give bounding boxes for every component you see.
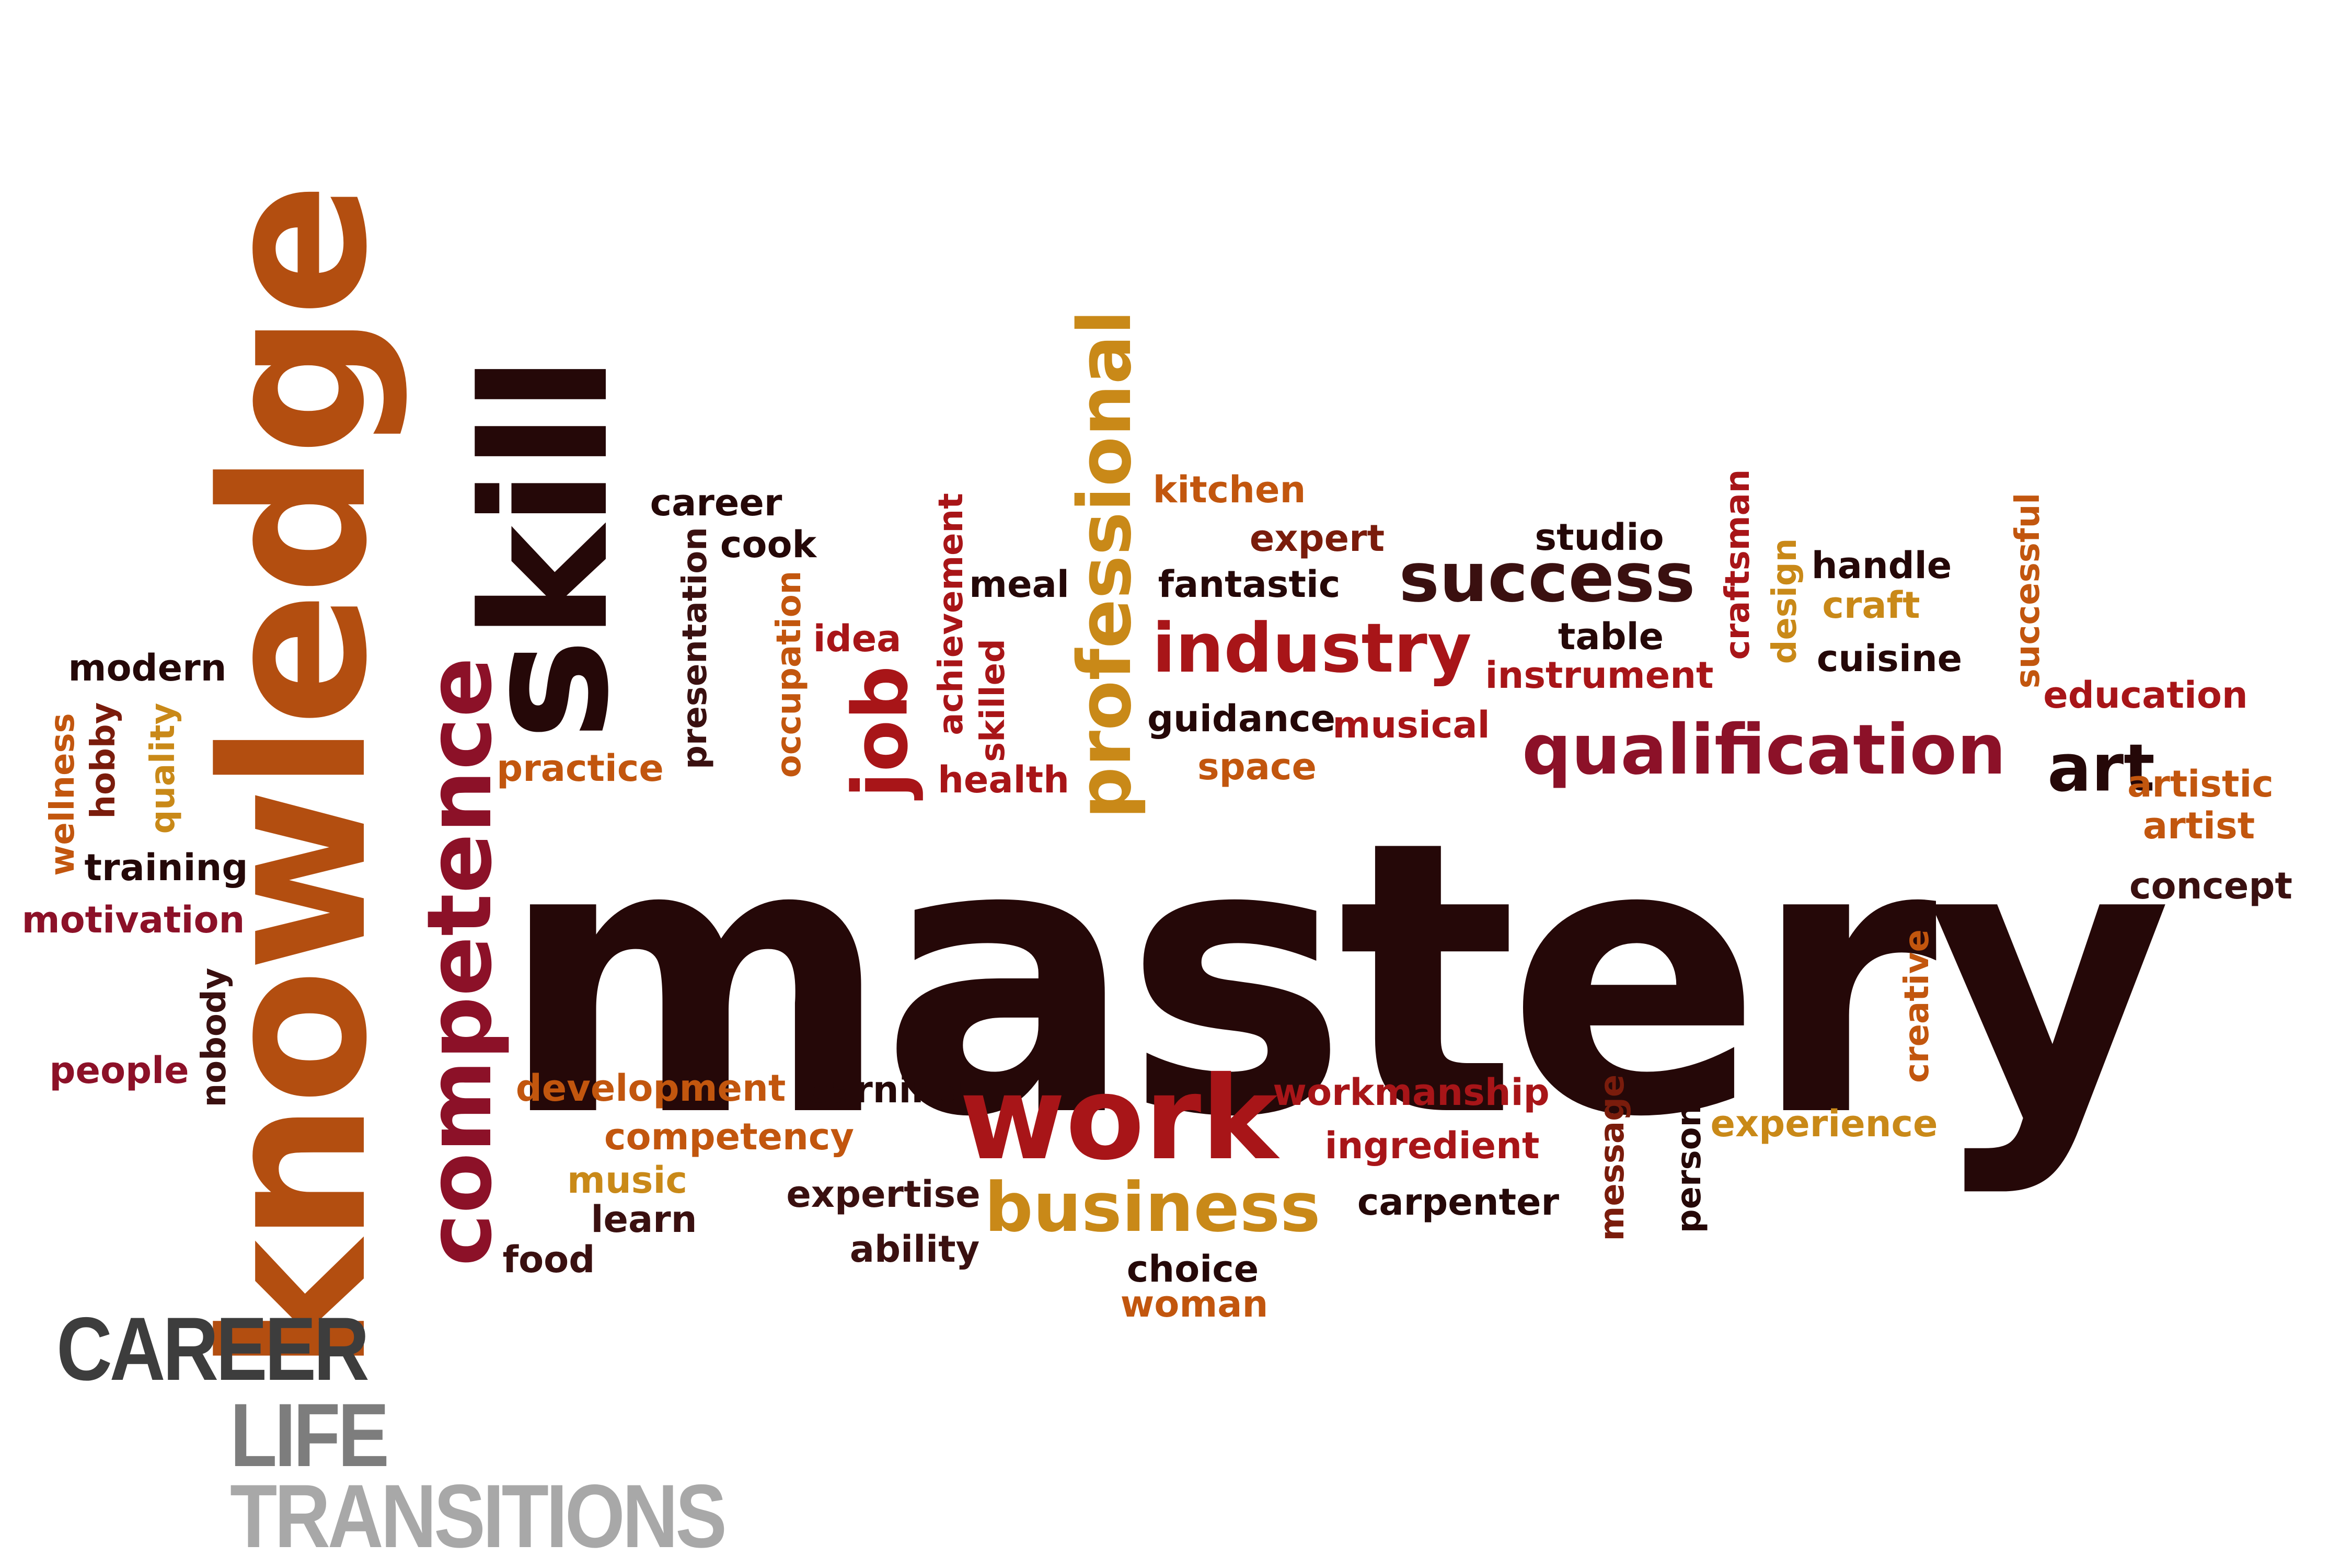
word-competence: competence	[408, 657, 512, 1266]
word-kitchen: kitchen	[1152, 468, 1306, 511]
logo-line-career: CAREER	[56, 1299, 370, 1399]
logo-line-life: LIFE	[230, 1385, 389, 1485]
word-expert: expert	[1249, 517, 1385, 560]
word-career: career	[650, 481, 782, 524]
word-expertise: expertise	[786, 1173, 981, 1216]
word-success: success	[1399, 538, 1696, 617]
word-education: education	[2043, 674, 2248, 717]
word-qualification: qualification	[1521, 710, 2007, 790]
word-work: work	[959, 1052, 1278, 1185]
word-experience: experience	[1710, 1102, 1938, 1145]
word-occupation: occupation	[770, 570, 809, 778]
word-art: art	[2047, 730, 2155, 806]
word-ability: ability	[849, 1228, 980, 1271]
word-training: training	[84, 846, 248, 889]
word-professional: professional	[1063, 309, 1148, 820]
word-development: development	[515, 1067, 786, 1110]
word-nobody: nobody	[195, 967, 234, 1108]
word-cuisine: cuisine	[1816, 637, 1963, 680]
word-table: table	[1558, 615, 1664, 658]
word-guidance: guidance	[1147, 697, 1336, 740]
word-person: person	[1670, 1103, 1709, 1233]
word-design: design	[1766, 538, 1804, 664]
word-instrument: instrument	[1485, 654, 1714, 697]
word-fantastic: fantastic	[1158, 563, 1341, 606]
word-meal: meal	[969, 563, 1069, 606]
word-presentation: presentation	[676, 527, 714, 769]
word-creative: creative	[1898, 929, 1936, 1083]
word-space: space	[1197, 745, 1317, 788]
word-hobby: hobby	[84, 702, 123, 819]
logo-line-transitions: TRANSITIONS	[230, 1466, 727, 1566]
word-mastery: mastery	[499, 761, 2172, 1199]
word-studio: studio	[1535, 516, 1664, 559]
word-ingredient: ingredient	[1324, 1124, 1540, 1167]
word-handle: handle	[1811, 544, 1952, 587]
word-wellness: wellness	[43, 713, 82, 876]
word-choice: choice	[1126, 1248, 1259, 1290]
word-achievement: achievement	[932, 493, 971, 735]
word-health: health	[938, 758, 1069, 801]
word-learning: learning	[792, 1068, 964, 1111]
word-motivation: motivation	[21, 898, 245, 941]
word-skilled: skilled	[974, 639, 1012, 762]
word-knowledge: knowledge	[179, 185, 411, 1373]
word-concept: concept	[2129, 864, 2292, 907]
word-craft: craft	[1822, 584, 1920, 627]
word-musical: musical	[1332, 704, 1490, 746]
word-business: business	[984, 1168, 1321, 1247]
word-cook: cook	[720, 523, 817, 566]
word-people: people	[49, 1049, 189, 1092]
word-job: job	[836, 665, 925, 798]
word-practice: practice	[497, 747, 664, 790]
word-workmanship: workmanship	[1273, 1071, 1550, 1114]
word-competency: competency	[604, 1115, 855, 1158]
word-successful: successful	[2009, 492, 2047, 689]
word-message: message	[1593, 1074, 1632, 1241]
word-music: music	[567, 1159, 687, 1202]
word-modern: modern	[68, 647, 227, 689]
word-carpenter: carpenter	[1357, 1181, 1560, 1224]
word-artist: artist	[2142, 804, 2255, 847]
word-woman: woman	[1120, 1283, 1269, 1325]
word-food: food	[502, 1238, 595, 1281]
word-idea: idea	[813, 617, 902, 660]
word-quality: quality	[144, 702, 182, 834]
word-industry: industry	[1152, 608, 1472, 688]
word-artistic: artistic	[2127, 763, 2274, 805]
word-learn: learn	[591, 1198, 697, 1241]
word-craftsman: craftsman	[1719, 469, 1757, 660]
